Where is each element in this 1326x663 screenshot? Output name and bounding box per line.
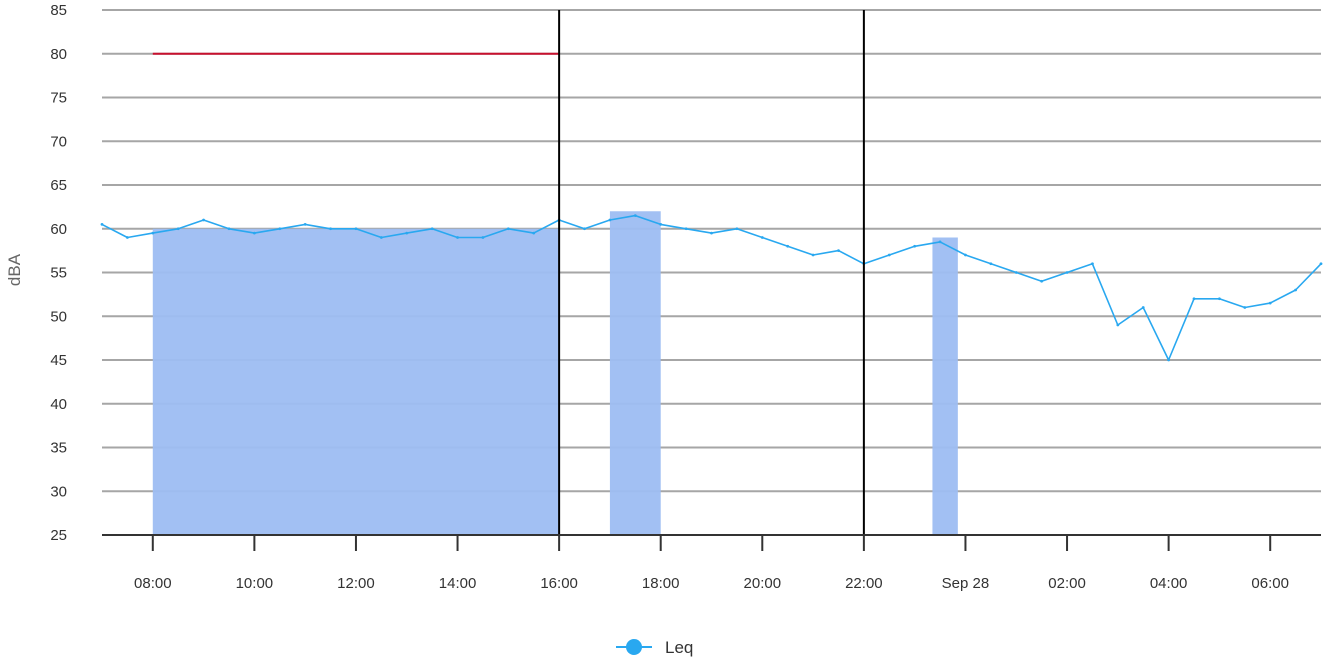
- x-tick-label: 06:00: [1251, 575, 1289, 592]
- data-point: [506, 227, 510, 231]
- y-axis: 25 30 35 40 45 50 55 60 65 70 75 80 85: [50, 2, 67, 544]
- vertical-markers: [558, 10, 865, 535]
- data-point: [1091, 262, 1094, 266]
- shaded-periods: [152, 211, 958, 535]
- series-area: [100, 214, 1323, 362]
- data-point: [633, 214, 637, 218]
- data-point: [1167, 358, 1171, 362]
- data-point: [887, 253, 891, 257]
- data-point: [1243, 306, 1247, 309]
- data-point: [583, 227, 586, 231]
- data-point: [227, 227, 231, 231]
- x-tick-label: 08:00: [134, 575, 172, 592]
- data-point: [303, 222, 307, 226]
- y-tick-label: 85: [50, 2, 67, 19]
- x-tick-label: 10:00: [236, 575, 274, 592]
- data-point: [989, 262, 993, 266]
- x-tick-label: 14:00: [439, 575, 477, 592]
- x-tick-label: 02:00: [1048, 575, 1086, 592]
- y-tick-label: 40: [50, 396, 67, 413]
- x-tick-label: 20:00: [744, 575, 782, 592]
- y-tick-label: 65: [50, 177, 67, 194]
- y-tick-label: 45: [50, 352, 67, 369]
- y-axis-title: dBA: [5, 253, 24, 286]
- data-point: [430, 227, 434, 231]
- y-tick-label: 55: [50, 265, 67, 282]
- data-point: [964, 253, 967, 257]
- legend[interactable]: Leq: [616, 638, 693, 657]
- data-point: [125, 236, 129, 239]
- data-point: [202, 218, 205, 222]
- data-point: [1319, 262, 1323, 266]
- data-point: [608, 218, 612, 222]
- data-point: [1192, 297, 1196, 301]
- x-tick-label: 04:00: [1150, 575, 1188, 592]
- data-point: [710, 231, 713, 235]
- x-tick-label: 18:00: [642, 575, 680, 592]
- y-tick-label: 25: [50, 527, 67, 544]
- x-tick-label: Sep 28: [942, 575, 990, 592]
- data-point: [151, 231, 155, 235]
- data-point: [1268, 301, 1272, 305]
- shaded-period-bar: [609, 211, 661, 535]
- data-point: [379, 236, 383, 239]
- data-point: [1294, 288, 1298, 292]
- data-point: [252, 231, 256, 235]
- x-tick-label: 16:00: [540, 575, 578, 592]
- data-point: [837, 249, 840, 253]
- data-point: [1218, 297, 1221, 301]
- legend-label-leq: Leq: [665, 638, 693, 657]
- data-point: [1065, 271, 1069, 274]
- shaded-period-bar: [932, 237, 958, 535]
- data-point: [1040, 279, 1044, 283]
- y-tick-label: 50: [50, 308, 67, 325]
- y-tick-label: 35: [50, 440, 67, 457]
- x-tick-label: 12:00: [337, 575, 375, 592]
- data-point: [532, 231, 536, 235]
- data-point: [100, 222, 104, 226]
- data-point: [1116, 323, 1120, 327]
- data-point: [405, 231, 409, 235]
- data-point: [659, 222, 663, 226]
- data-point: [735, 227, 739, 231]
- data-point: [811, 253, 815, 257]
- data-point: [456, 236, 459, 239]
- data-point: [1141, 306, 1145, 309]
- data-point: [760, 236, 764, 239]
- data-point: [354, 227, 358, 231]
- data-point: [176, 227, 180, 231]
- data-point: [913, 244, 917, 248]
- data-point: [938, 240, 942, 244]
- y-tick-label: 60: [50, 221, 67, 238]
- data-point: [1014, 271, 1018, 274]
- shaded-period-bar: [152, 228, 560, 535]
- y-tick-label: 70: [50, 133, 67, 150]
- y-tick-label: 75: [50, 90, 67, 107]
- legend-marker-icon: [626, 639, 642, 655]
- data-point: [278, 227, 282, 231]
- data-point: [481, 236, 485, 239]
- y-tick-label: 30: [50, 483, 67, 500]
- data-point: [684, 227, 688, 231]
- y-tick-label: 80: [50, 46, 67, 63]
- data-point: [329, 227, 332, 231]
- data-point: [786, 244, 790, 248]
- x-axis: 08:00 10:00 12:00 14:00 16:00 18:00 20:00 22:00…: [102, 534, 1321, 592]
- x-tick-label: 22:00: [845, 575, 883, 592]
